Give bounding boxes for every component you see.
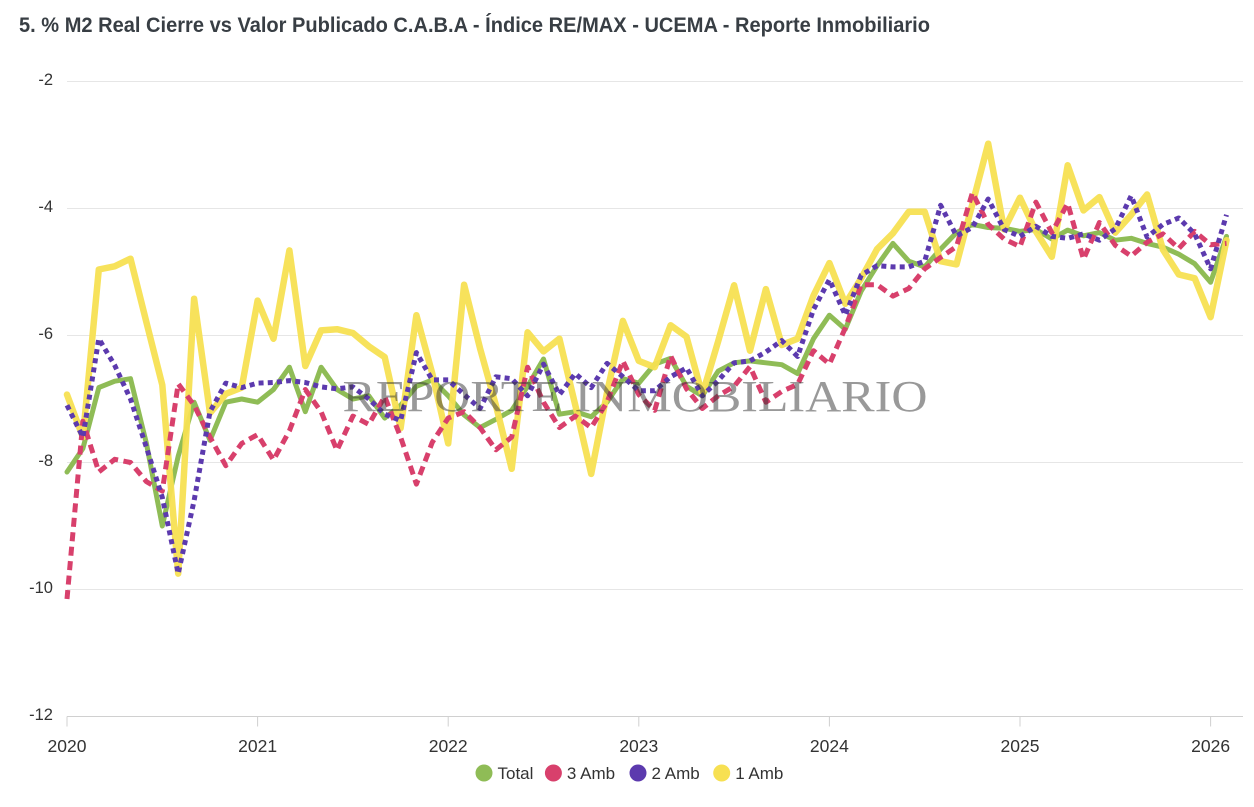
svg-text:1 Amb: 1 Amb [735, 764, 783, 783]
svg-text:2022: 2022 [429, 736, 468, 756]
svg-text:-4: -4 [38, 198, 53, 216]
svg-text:2026: 2026 [1191, 736, 1230, 756]
svg-text:2025: 2025 [1001, 736, 1040, 756]
svg-text:Total: Total [498, 764, 534, 783]
svg-text:-10: -10 [29, 579, 53, 597]
svg-text:2021: 2021 [238, 736, 277, 756]
svg-text:5. % M2 Real Cierre vs Valor P: 5. % M2 Real Cierre vs Valor Publicado C… [19, 14, 930, 37]
svg-text:2020: 2020 [48, 736, 87, 756]
svg-text:2024: 2024 [810, 736, 849, 756]
svg-text:-8: -8 [38, 452, 53, 470]
svg-text:-6: -6 [38, 325, 53, 343]
svg-text:REPORTE INMOBILIARIO: REPORTE INMOBILIARIO [343, 372, 928, 421]
svg-text:2023: 2023 [619, 736, 658, 756]
svg-text:2 Amb: 2 Amb [652, 764, 700, 783]
svg-text:-2: -2 [38, 71, 53, 89]
svg-text:-12: -12 [29, 706, 53, 724]
svg-text:3 Amb: 3 Amb [567, 764, 615, 783]
